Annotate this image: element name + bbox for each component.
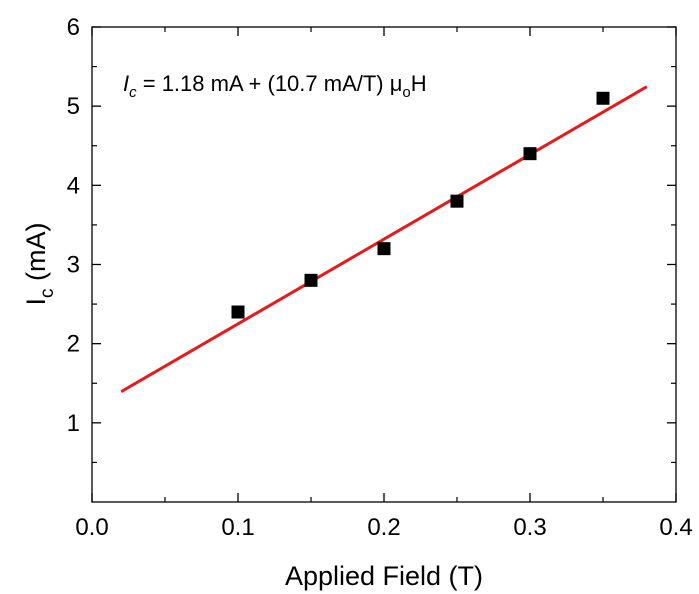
plot-axes [91,26,677,503]
y-tick-label: 1 [67,410,80,437]
data-point [377,242,391,256]
data-point [450,194,464,208]
x-tick-label: 0.3 [513,514,546,541]
data-point [304,273,318,287]
tick-labels: 0.0 0.1 0.2 0.3 0.4 1 2 3 4 5 6 [67,14,693,541]
data-points [231,91,610,319]
x-tick-label: 0.0 [75,514,108,541]
axis-ticks [91,26,677,502]
y-axis-title: Ic (mA) [21,223,58,306]
fit-line [120,85,648,393]
y-tick-label: 3 [67,252,80,279]
x-axis-title: Applied Field (T) [285,561,483,591]
x-tick-label: 0.2 [367,514,400,541]
fit-line-group [120,85,648,393]
y-tick-label: 4 [67,172,80,199]
data-point [596,91,610,105]
data-point [231,305,245,319]
data-point [523,147,537,161]
plot-frame [91,26,677,503]
fit-equation: Ic = 1.18 mA + (10.7 mA/T) μoH [123,71,427,101]
y-tick-label: 6 [67,14,80,41]
x-tick-label: 0.1 [221,514,254,541]
y-tick-label: 5 [67,93,80,120]
x-tick-label: 0.4 [659,514,692,541]
y-tick-label: 2 [67,331,80,358]
